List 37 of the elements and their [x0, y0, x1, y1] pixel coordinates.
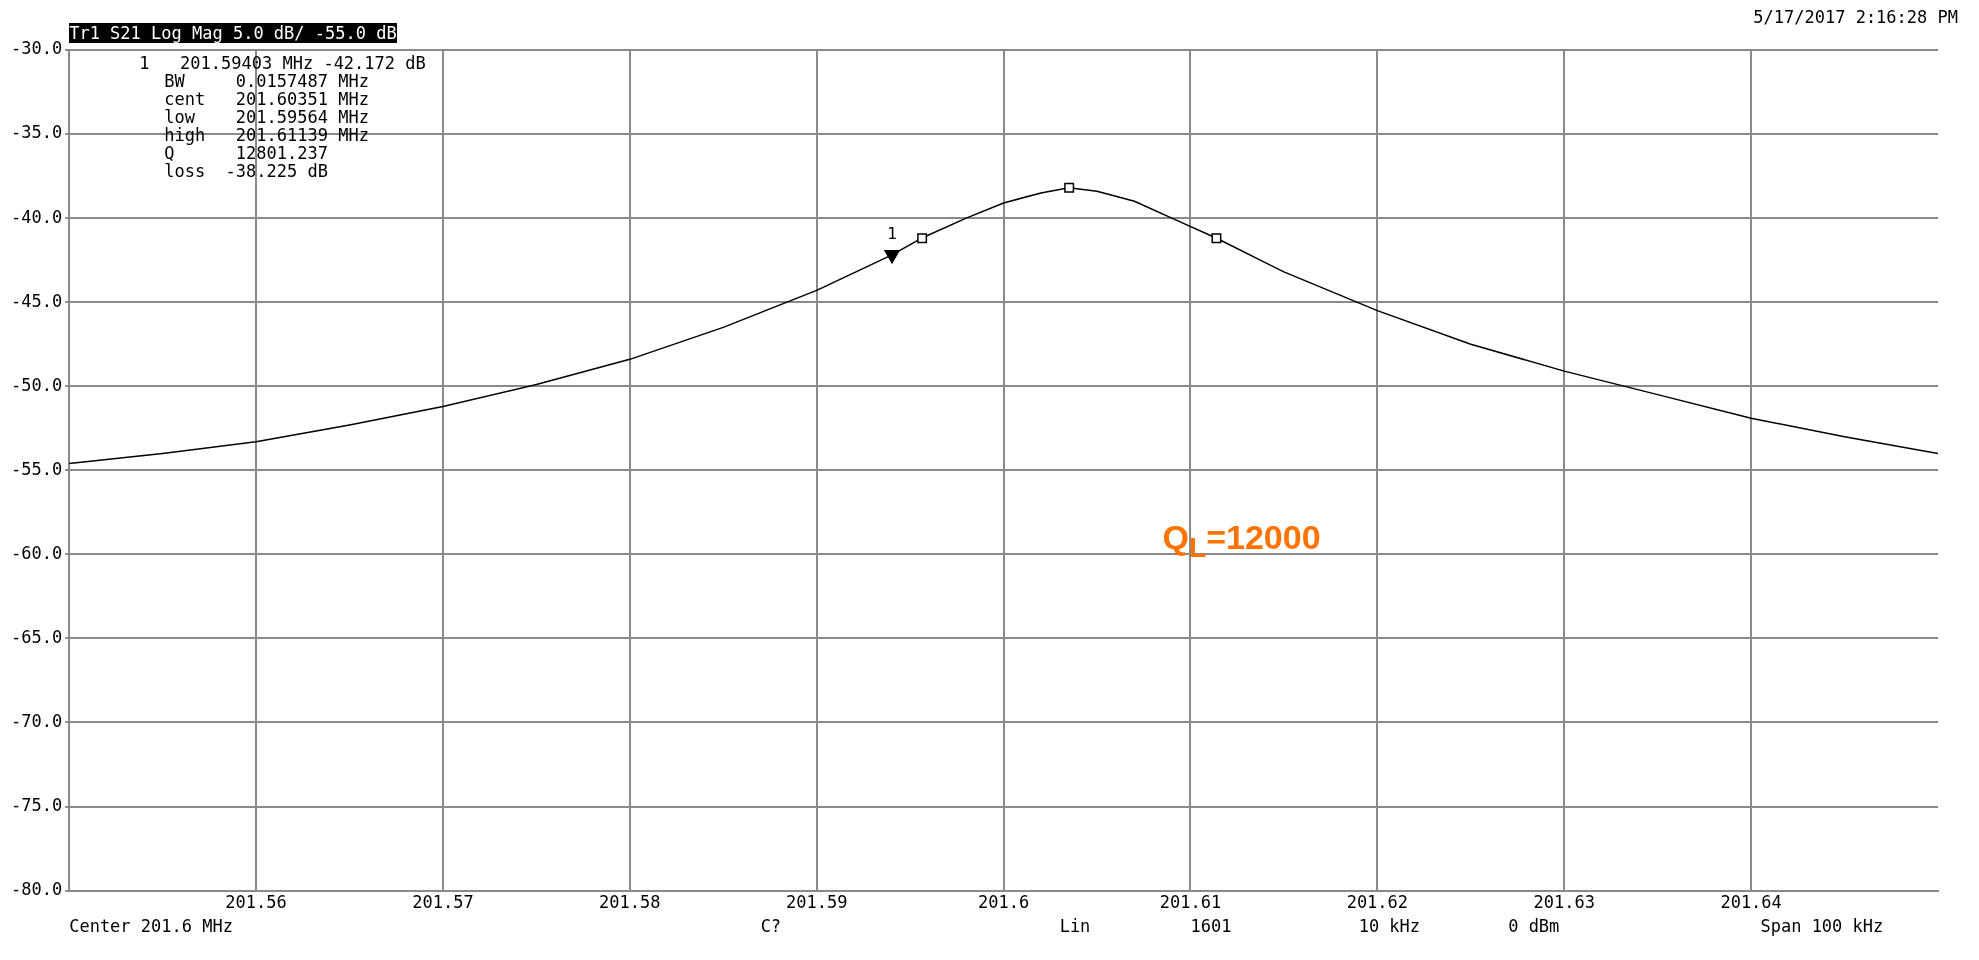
annotation: 1 201.59403 MHz -42.172 dB	[139, 53, 426, 73]
annotation: low 201.59564 MHz	[164, 107, 370, 127]
x-tick-label: 201.58	[599, 892, 661, 913]
y-tick-label: -50.0	[10, 374, 63, 395]
annotation: BW 0.0157487 MHz	[164, 71, 370, 91]
annotation: high 201.61139 MHz	[164, 125, 370, 145]
y-tick-label: -30.0	[10, 38, 63, 59]
annotation: loss -38.225 dB	[164, 161, 329, 181]
y-tick-label: -35.0	[10, 122, 63, 143]
text: 0 dBm	[1508, 915, 1560, 936]
text: 1601	[1190, 915, 1232, 936]
text: Span 100 kHz	[1760, 915, 1884, 936]
y-tick-label: -55.0	[10, 458, 63, 479]
x-tick-label: 201.59	[785, 892, 848, 913]
x-tick-label: 201.56	[225, 892, 287, 913]
y-tick-label: -60.0	[10, 542, 63, 563]
y-tick-label: -40.0	[10, 206, 63, 227]
x-tick-label: 201.62	[1346, 892, 1409, 913]
x-tick-label: 201.57	[412, 892, 474, 913]
x-tick-label: 201.64	[1720, 892, 1782, 913]
annotation: 1	[887, 223, 897, 243]
text: C?	[760, 915, 782, 936]
text: 10 kHz	[1358, 915, 1421, 936]
x-tick-label: 201.61	[1159, 892, 1222, 913]
x-tick-label: 201.63	[1533, 892, 1595, 913]
y-tick-label: -65.0	[10, 626, 63, 647]
chart-title: Tr1 S21 Log Mag 5.0 dB/ -55.0 dB	[69, 23, 397, 43]
text: Lin	[1059, 915, 1091, 936]
annotation: Q$_{L}$=12000	[1162, 516, 1321, 565]
y-tick-label: -80.0	[10, 879, 63, 900]
text: Center 201.6 MHz	[69, 915, 233, 936]
y-tick-label: -75.0	[10, 794, 63, 815]
y-tick-label: -70.0	[10, 710, 63, 731]
x-tick-label: 201.6	[977, 892, 1030, 913]
text: 5/17/2017 2:16:28 PM	[1753, 7, 1958, 27]
annotation: cent 201.60351 MHz	[164, 89, 370, 109]
y-tick-label: -45.0	[10, 290, 63, 311]
